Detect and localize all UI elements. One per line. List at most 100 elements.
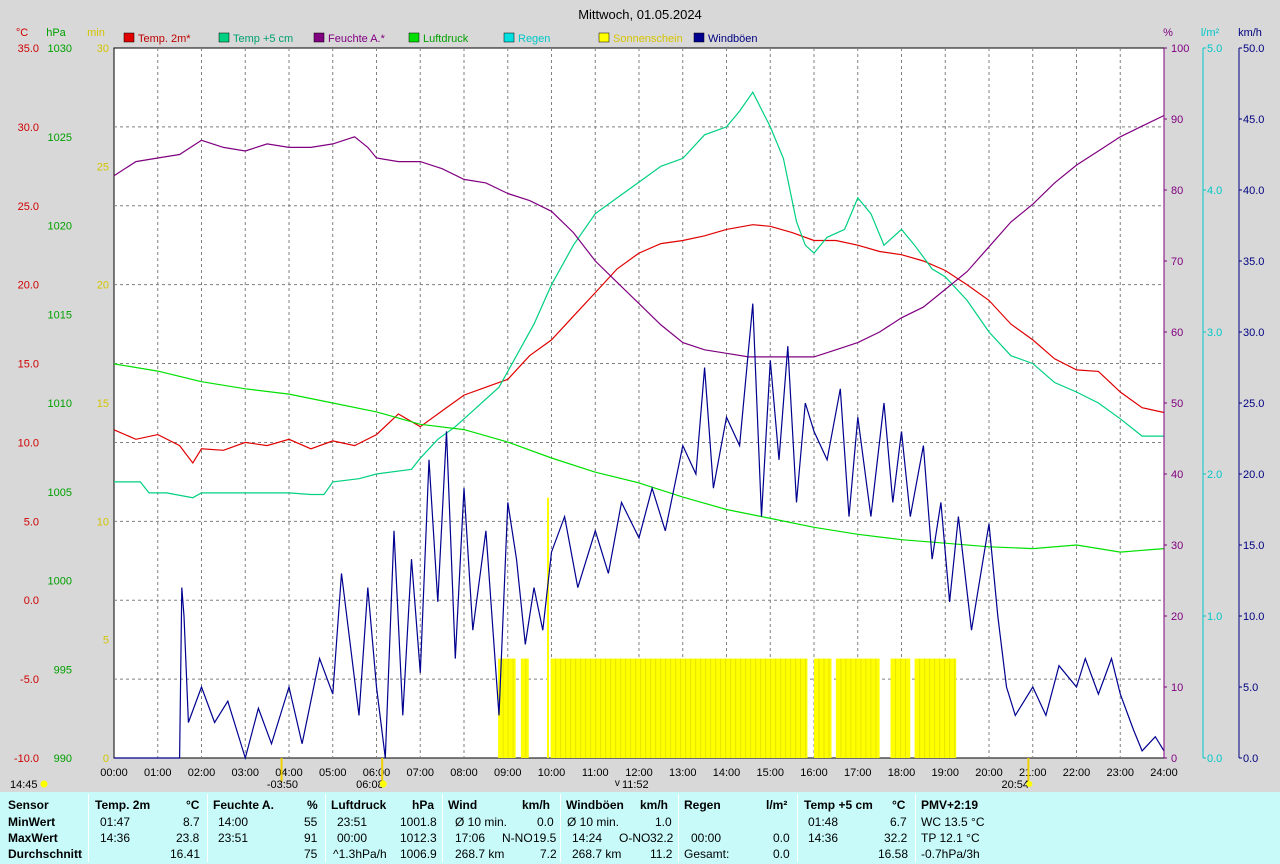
- wind-tick-label: 30.0: [1243, 327, 1264, 339]
- x-tick-label: 11:00: [582, 767, 609, 779]
- x-tick-label: 12:00: [625, 767, 653, 779]
- avg-gust-value: 11.2: [650, 847, 673, 861]
- hdr-rain: Regen: [684, 798, 721, 812]
- sun-tick-label: 15: [97, 398, 109, 410]
- hum-tick-label: 80: [1171, 185, 1183, 197]
- x-tick-label: 00:00: [100, 767, 128, 779]
- sunshine-bars: [498, 497, 957, 758]
- max-wind-value: 19.5: [533, 831, 557, 845]
- sun-tick-label: 30: [97, 43, 109, 55]
- sunset-icon: [1026, 781, 1033, 787]
- hum-tick-label: 100: [1171, 43, 1189, 55]
- rain-axis-unit: l/m²: [1201, 27, 1220, 39]
- avg-wind-distance: 268.7 km: [455, 847, 505, 861]
- hdr-temp-unit: °C: [186, 798, 200, 812]
- hdr-rain-unit: l/m²: [766, 798, 788, 812]
- legend-label: Feuchte A.*: [328, 33, 386, 45]
- x-tick-label: 16:00: [800, 767, 828, 779]
- avg-gust-distance: 268.7 km: [572, 847, 622, 861]
- sun-tick-label: 20: [97, 280, 109, 292]
- x-tick-label: 08:00: [450, 767, 478, 779]
- x-tick-label: 15:00: [756, 767, 784, 779]
- row-min-label: MinWert: [8, 815, 56, 829]
- x-tick-label: 13:00: [669, 767, 697, 779]
- hum-tick-label: 30: [1171, 540, 1183, 552]
- press-axis-unit: hPa: [46, 27, 66, 39]
- hum-tick-label: 50: [1171, 398, 1183, 410]
- min-press-time: 23:51: [337, 815, 368, 829]
- series-line-luftdruck: [113, 363, 1165, 553]
- x-tick-label: 02:00: [188, 767, 216, 779]
- avg-press-value: 1006.9: [400, 847, 437, 861]
- max-rain-time: 00:00: [691, 831, 722, 845]
- hum-tick-label: 10: [1171, 682, 1183, 694]
- rain-tick-label: 4.0: [1207, 185, 1222, 197]
- avg-hum-value: 75: [304, 847, 318, 861]
- min-gust-value: 1.0: [655, 815, 672, 829]
- max-gust-value: 32.2: [650, 831, 674, 845]
- legend-label: Regen: [518, 33, 550, 45]
- col-divider: [207, 794, 208, 862]
- min-temp-time: 01:47: [100, 815, 131, 829]
- avg-rain-label: Gesamt:: [684, 847, 730, 861]
- max-press-value: 1012.3: [400, 831, 437, 845]
- max-gust-dir: O-NO: [619, 831, 651, 845]
- axes: -10.0 -5.0 0.0 5.0 10.0 15.0 20.0 25.0 30.0 35.0 °…: [14, 27, 1265, 779]
- legend-label: Sonnenschein: [613, 33, 683, 45]
- max-wind-dir: N-NO: [502, 831, 533, 845]
- hdr-gust-unit: km/h: [640, 798, 669, 812]
- min-wind-value: 0.0: [537, 815, 554, 829]
- wind-tick-label: 20.0: [1243, 469, 1264, 481]
- hum-tick-label: 70: [1171, 256, 1183, 268]
- series-lines: [113, 91, 1165, 761]
- temp-tick-label: 15.0: [18, 359, 39, 371]
- hdr-wind-unit: km/h: [522, 798, 551, 812]
- temp-tick-label: 25.0: [18, 201, 39, 213]
- col-divider: [88, 794, 89, 862]
- wind-tick-label: 50.0: [1243, 43, 1264, 55]
- sun-tick-label: 25: [97, 161, 109, 173]
- min-temp-value: 8.7: [183, 815, 200, 829]
- sun-tick-label: 0: [103, 753, 109, 765]
- solar-noon-arrow-icon: v: [615, 778, 620, 789]
- sun-axis-unit: min: [87, 27, 105, 39]
- col-divider: [915, 794, 916, 862]
- hum-tick-label: 0: [1171, 753, 1177, 765]
- sunrise-label: 06:08: [356, 779, 384, 791]
- hdr-press-unit: hPa: [412, 798, 435, 812]
- press-tick-label: 1005: [48, 487, 72, 499]
- min-hum-time: 14:00: [218, 815, 249, 829]
- press-tick-label: 1025: [48, 132, 72, 144]
- legend: Temp. 2m* Temp +5 cm Feuchte A.* Luftdruck R…: [123, 32, 758, 45]
- press-tick-label: 1000: [48, 576, 72, 588]
- series-line-windb-en: [114, 303, 1165, 761]
- wind-tick-label: 15.0: [1243, 540, 1264, 552]
- avg-pmv: -0.7hPa/3h: [921, 847, 980, 861]
- min-gust-label: Ø 10 min.: [567, 815, 620, 829]
- rain-tick-label: 5.0: [1207, 43, 1222, 55]
- min-wind-label: Ø 10 min.: [455, 815, 508, 829]
- x-tick-label: 17:00: [844, 767, 872, 779]
- min-hum-value: 55: [304, 815, 318, 829]
- rain-tick-label: 0.0: [1207, 753, 1222, 765]
- legend-swatch: [693, 32, 705, 43]
- series-line-feuchte-a-: [113, 114, 1165, 358]
- legend-swatch: [218, 32, 230, 43]
- max-hum-value: 91: [304, 831, 318, 845]
- sun-tick-label: 5: [103, 635, 109, 647]
- legend-swatch: [503, 32, 515, 43]
- x-tick-label: 22:00: [1063, 767, 1091, 779]
- legend-swatch: [408, 32, 420, 43]
- x-tick-label: 24:00: [1150, 767, 1178, 779]
- wind-tick-label: 25.0: [1243, 398, 1264, 410]
- current-time-label: 14:45: [10, 779, 38, 791]
- legend-label: Temp. 2m*: [138, 33, 191, 45]
- x-tick-label: 01:00: [144, 767, 172, 779]
- statistics-table: Sensor Temp. 2m °C Feuchte A. % Luftdruc…: [0, 792, 1280, 864]
- press-tick-label: 1020: [48, 221, 72, 233]
- solar-noon-label: 11:52: [622, 779, 649, 791]
- hum-tick-label: 20: [1171, 611, 1183, 623]
- col-divider: [797, 794, 798, 862]
- row-max-label: MaxWert: [8, 831, 58, 845]
- max-temp-value: 23.8: [176, 831, 200, 845]
